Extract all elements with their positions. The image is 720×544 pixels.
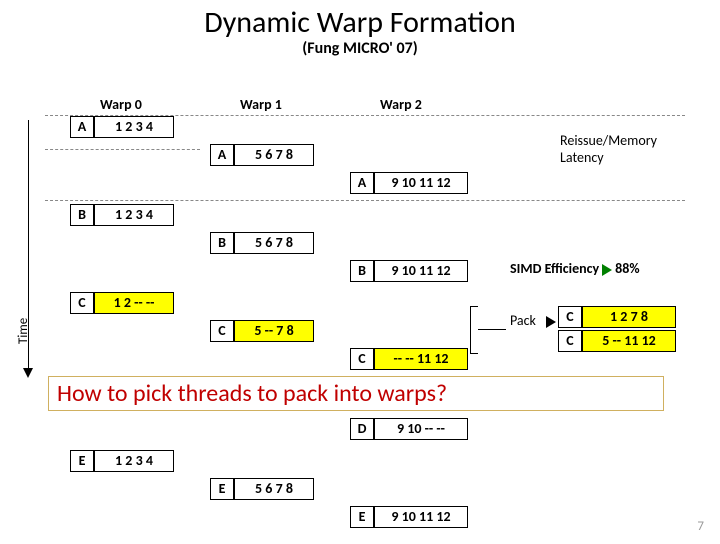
pack-arrow-icon	[546, 316, 556, 328]
warp2-header: Warp 2	[380, 96, 422, 113]
cell-label: A	[70, 116, 94, 138]
cell-label: C	[558, 330, 582, 352]
cell-label: B	[210, 232, 234, 254]
cell-data: 1 2 3 4	[94, 116, 174, 138]
cell-label: C	[70, 292, 94, 314]
pack-bracket	[470, 306, 478, 354]
warp1-header: Warp 1	[240, 96, 282, 113]
cell-data: 5 -- 11 12	[582, 330, 676, 352]
cell-data: 9 10 11 12	[374, 172, 468, 194]
cell-data: 9 10 11 12	[374, 506, 468, 528]
cell-label: C	[558, 306, 582, 328]
cell-label: A	[350, 172, 374, 194]
lane-dash	[45, 200, 685, 201]
cell-label: E	[70, 450, 94, 472]
arrow-right-icon	[602, 264, 612, 276]
time-arrow-head-icon	[23, 368, 33, 378]
slide-title: Dynamic Warp Formation	[0, 4, 720, 41]
lane-dash	[45, 149, 200, 150]
cell-data: 9 10 11 12	[374, 260, 468, 282]
cell-label: D	[350, 418, 374, 440]
cell-data: 1 2 7 8	[582, 306, 676, 328]
cell-data: 5 -- 7 8	[234, 320, 314, 342]
simd-pct: 88%	[615, 260, 639, 277]
pack-label: Pack	[510, 312, 536, 329]
reissue-label: Reissue/Memory Latency	[560, 132, 657, 166]
warp0-header: Warp 0	[100, 96, 142, 113]
simd-efficiency: SIMD Efficiency 88%	[510, 260, 640, 277]
cell-data: 5 6 7 8	[234, 144, 314, 166]
cell-data: 1 2 3 4	[94, 450, 174, 472]
cell-label: B	[350, 260, 374, 282]
cell-data: 9 10 -- --	[374, 418, 468, 440]
cell-label: E	[350, 506, 374, 528]
cell-label: B	[70, 204, 94, 226]
cell-data: 5 6 7 8	[234, 478, 314, 500]
question-box: How to pick threads to pack into warps?	[48, 376, 664, 411]
cell-label: C	[210, 320, 234, 342]
simd-text: SIMD Efficiency	[510, 260, 599, 277]
cell-label: A	[210, 144, 234, 166]
cell-data: 5 6 7 8	[234, 232, 314, 254]
time-label: Time	[16, 318, 31, 344]
pack-line	[478, 329, 506, 330]
slide-number: 7	[697, 519, 704, 534]
cell-label: C	[350, 348, 374, 370]
cell-data: -- -- 11 12	[374, 348, 468, 370]
cell-data: 1 2 -- --	[94, 292, 174, 314]
cell-label: E	[210, 478, 234, 500]
slide-subtitle: (Fung MICRO' 07)	[0, 39, 720, 58]
cell-data: 1 2 3 4	[94, 204, 174, 226]
